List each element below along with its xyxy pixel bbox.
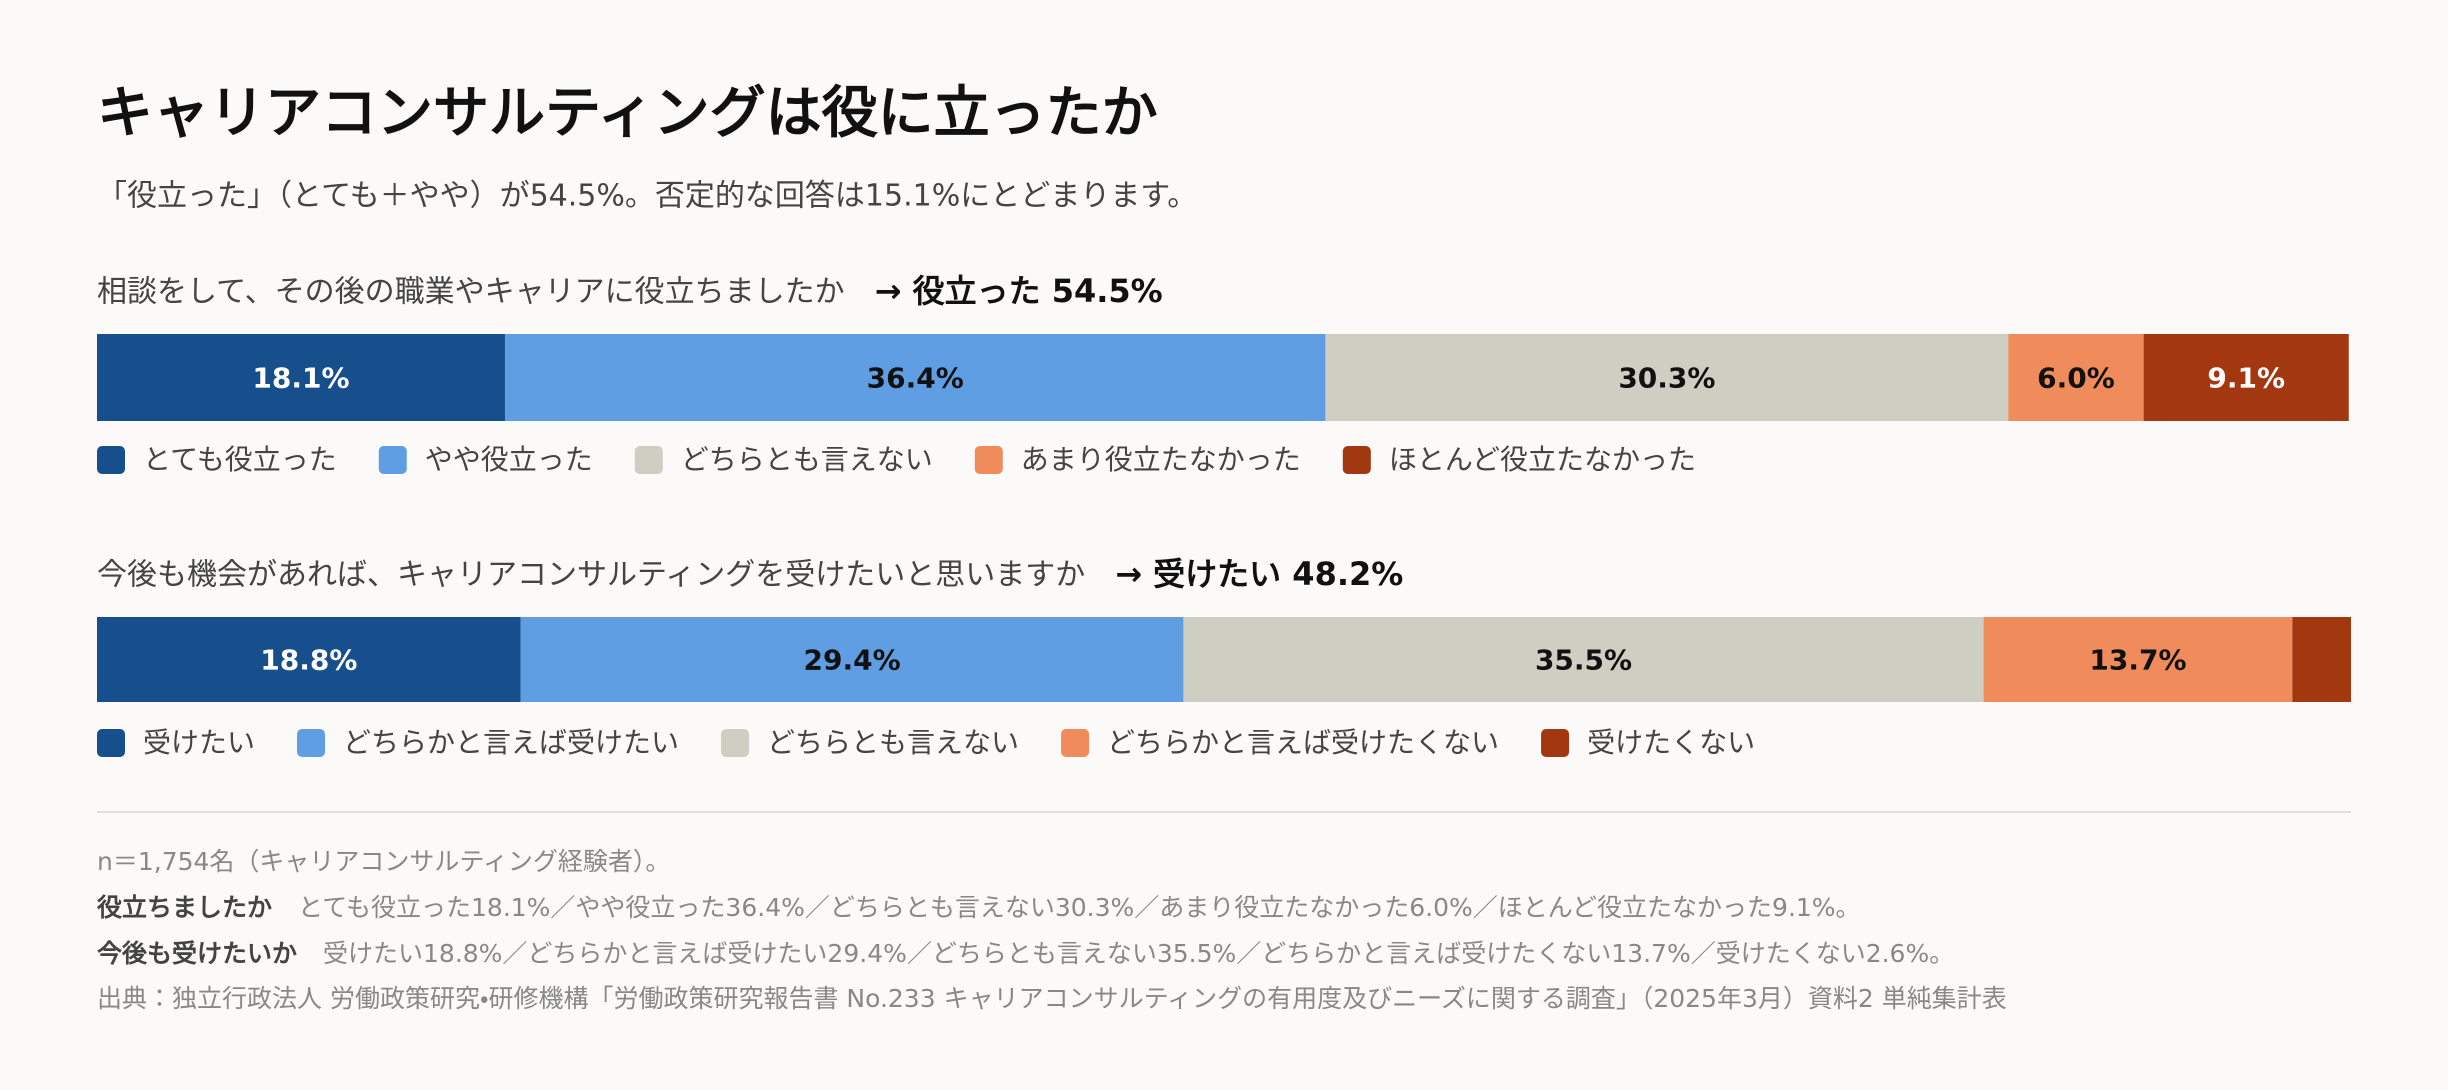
page-subtitle: 「役立った」（とても＋やや）が54.5%。否定的な回答は15.1%にとどまります… [97, 179, 1197, 214]
value-label: 29.4% [804, 644, 901, 677]
value-label: 18.1% [252, 362, 349, 395]
note-label: 役立ちましたか [96, 893, 272, 922]
legend-label: 受けたくない [1587, 726, 1755, 759]
note: 受けたい18.8%／どちらかと言えば受けたい29.4%／どちらとも言えない35.… [323, 939, 1954, 968]
bar-segment [504, 334, 1326, 421]
question: 今後も機会があれば、キャリアコンサルティングを受けたいと思いますか [97, 558, 1085, 593]
note: とても役立った18.1%／やや役立った36.4%／どちらとも言えない30.3%／… [298, 893, 1861, 922]
value-label: 9.1% [2207, 362, 2285, 395]
legend-swatch [97, 729, 125, 757]
value-label: 35.5% [1535, 644, 1632, 677]
legend-swatch [378, 446, 407, 474]
legend-label: ほとんど役立たなかった [1389, 443, 1696, 476]
value-label: 6.0% [2037, 362, 2115, 395]
legend-label: どちらとも言えない [767, 726, 1019, 759]
legend-label: あまり役立たなかった [1021, 443, 1301, 476]
question: 相談をして、その後の職業やキャリアに役立ちましたか [97, 275, 845, 310]
legend-swatch [974, 446, 1003, 474]
bar-segment [97, 617, 521, 702]
bar-segment [1983, 617, 2293, 702]
value-label: 36.4% [867, 362, 964, 395]
legend-swatch [1541, 729, 1570, 757]
note: n＝1,754名（キャリアコンサルティング経験者）。 [97, 847, 670, 876]
legend-swatch [1342, 446, 1371, 474]
legend-label: どちらかと言えば受けたい [343, 726, 679, 759]
legend-swatch [1061, 729, 1090, 757]
bar-segment [97, 334, 505, 421]
bar-segment [1183, 617, 1984, 702]
value-label: 13.7% [2089, 644, 2186, 677]
value-label: 18.8% [260, 644, 357, 677]
legend-label: どちらかと言えば受けたくない [1107, 726, 1499, 759]
value-label: 30.3% [1618, 362, 1715, 395]
legend-swatch [297, 729, 326, 757]
bar-segment [2292, 617, 2351, 702]
note-label: 今後も受けたいか [97, 939, 297, 968]
legend-label: やや役立った [425, 443, 593, 476]
highlight: → 役立った 54.5% [875, 272, 1163, 310]
legend-label: とても役立った [143, 443, 337, 476]
source: 出典：独立行政法人 労働政策研究・研修機構「労働政策研究報告書 No.233 キ… [97, 984, 2007, 1013]
legend-label: 受けたい [143, 726, 255, 759]
bar-segment [1325, 334, 2009, 421]
legend-swatch [634, 446, 663, 474]
page-title: キャリアコンサルティングは役に立ったか [97, 81, 1158, 146]
bar-segment [520, 617, 1184, 702]
legend-label: どちらとも言えない [681, 443, 933, 476]
bar-segment [2008, 334, 2144, 421]
legend-swatch [97, 446, 125, 474]
highlight: → 受けたい 48.2% [1115, 555, 1403, 593]
legend-swatch [721, 729, 750, 757]
bar-segment [2143, 334, 2349, 421]
